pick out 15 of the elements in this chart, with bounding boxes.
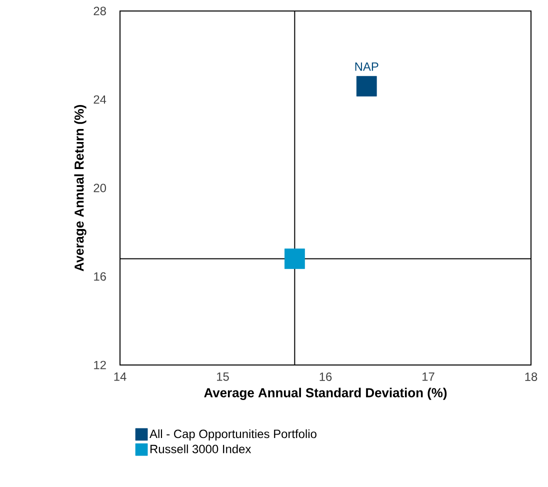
y-axis-title: Average Annual Return (%)	[74, 105, 86, 272]
y-tick-label: 12	[94, 360, 106, 370]
y-tick-label: 20	[94, 184, 106, 192]
x-tick-label: 14	[114, 372, 126, 381]
y-tick-label: 28	[94, 6, 106, 16]
legend-label: Russell 3000 Index	[150, 444, 252, 454]
x-tick-label: 18	[525, 372, 538, 381]
x-tick-label: 16	[320, 372, 332, 381]
x-axis-title: Average Annual Standard Deviation (%)	[204, 388, 447, 400]
annotation: NAP	[355, 62, 378, 71]
legend-label: All - Cap Opportunities Portfolio	[150, 429, 316, 440]
x-tick-label: 17	[422, 372, 434, 381]
x-tick-label: 15	[217, 372, 229, 381]
y-tick-label: 24	[94, 95, 106, 104]
y-tick-label: 16	[94, 272, 106, 281]
